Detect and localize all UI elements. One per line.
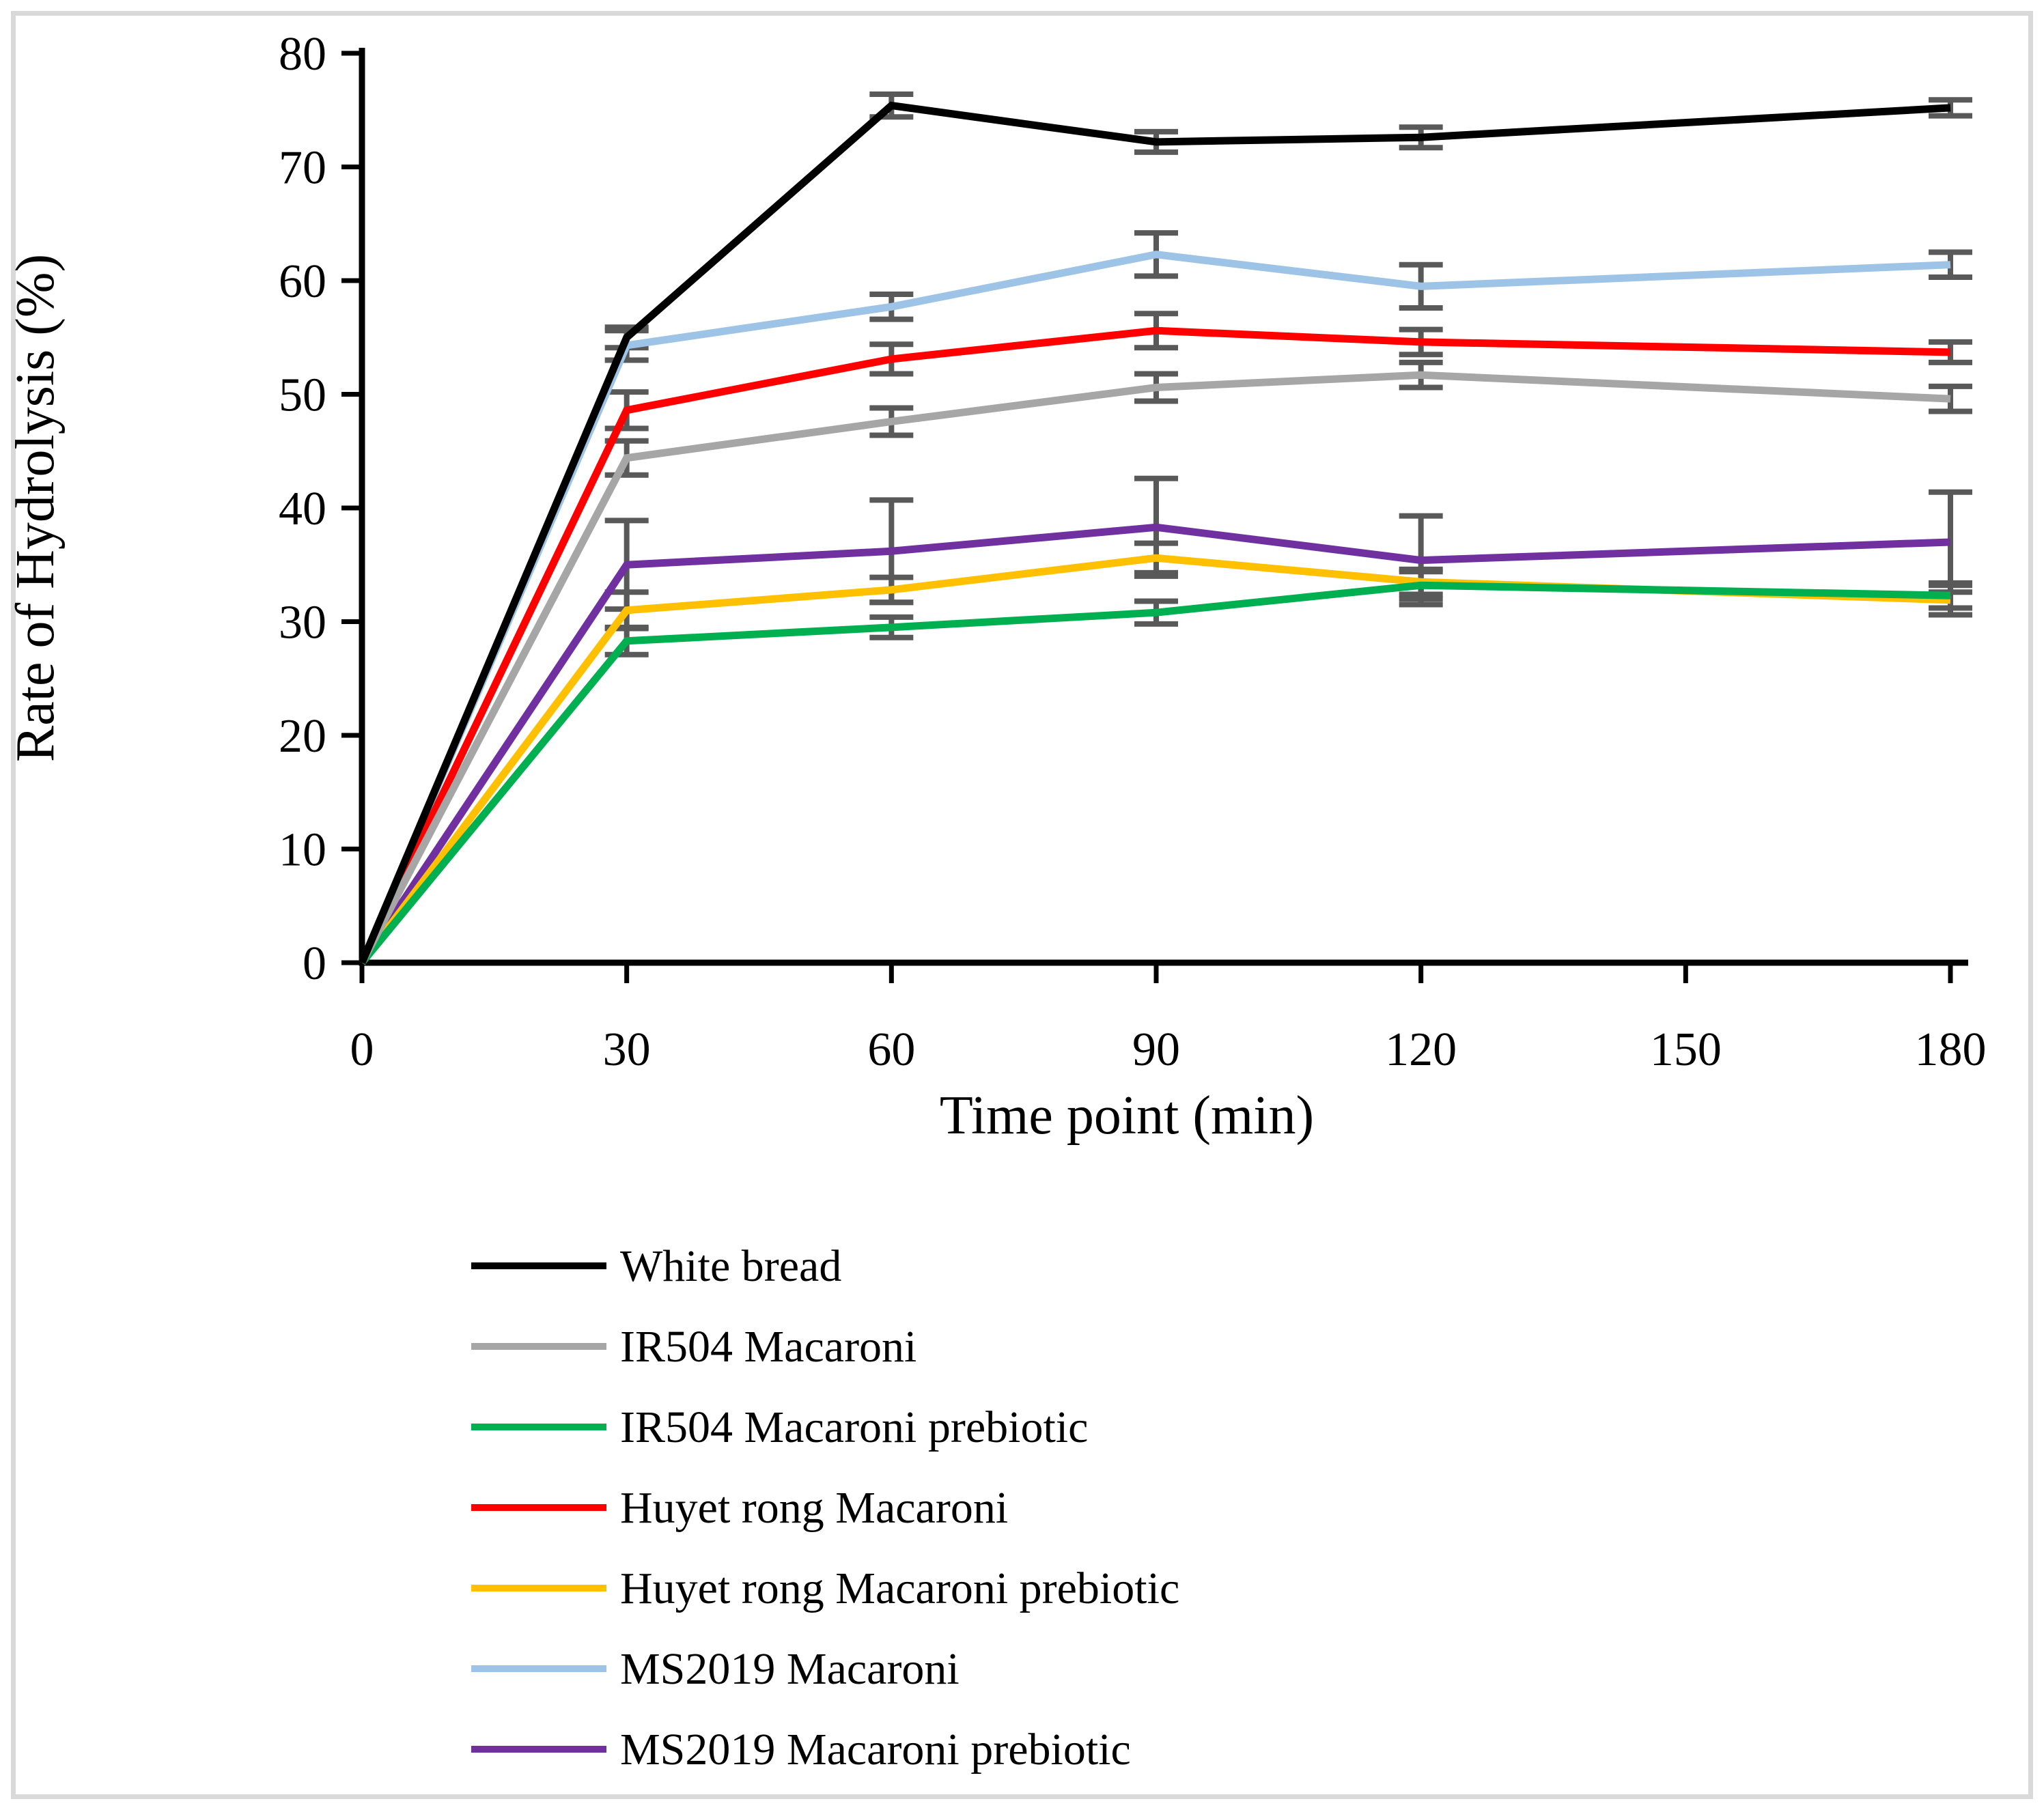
y-tick-label: 50 bbox=[279, 369, 326, 422]
x-tick-label: 180 bbox=[1915, 1023, 1987, 1076]
series-line-ir504-macaroni-prebiotic bbox=[359, 581, 1951, 965]
legend-label: Huyet rong Macaroni prebiotic bbox=[620, 1564, 1179, 1613]
legend-label: Huyet rong Macaroni bbox=[620, 1483, 1008, 1533]
y-tick-label: 60 bbox=[279, 255, 326, 308]
y-tick-label: 30 bbox=[279, 597, 326, 649]
legend-label: IR504 Macaroni prebiotic bbox=[620, 1402, 1088, 1452]
y-tick-label: 80 bbox=[279, 28, 326, 81]
legend-label: IR504 Macaroni bbox=[620, 1322, 916, 1372]
x-tick-label: 30 bbox=[603, 1023, 651, 1076]
series-line-ir504-macaroni bbox=[359, 371, 1951, 965]
y-tick-label: 0 bbox=[303, 937, 326, 990]
y-tick-label: 20 bbox=[279, 710, 326, 763]
series-line-white-bread bbox=[358, 101, 1951, 965]
x-tick-label: 120 bbox=[1385, 1023, 1457, 1076]
y-tick-label: 10 bbox=[279, 824, 326, 877]
series-line-huyet-rong-macaroni bbox=[359, 326, 1951, 965]
legend-label: MS2019 Macaroni prebiotic bbox=[620, 1725, 1131, 1774]
legend-label: White bread bbox=[620, 1241, 841, 1291]
x-tick-label: 90 bbox=[1132, 1023, 1180, 1076]
x-tick-label: 150 bbox=[1650, 1023, 1722, 1076]
legend-label: MS2019 Macaroni bbox=[620, 1644, 960, 1694]
y-axis-title: Rate of Hydrolysis (%) bbox=[5, 254, 66, 762]
x-axis-title: Time point (min) bbox=[940, 1086, 1314, 1146]
y-tick-label: 40 bbox=[279, 483, 326, 535]
series-line-ms2019-macaroni-prebiotic bbox=[359, 523, 1951, 965]
x-tick-label: 60 bbox=[867, 1023, 915, 1076]
y-tick-label: 70 bbox=[279, 142, 326, 195]
x-tick-label: 0 bbox=[350, 1023, 374, 1076]
